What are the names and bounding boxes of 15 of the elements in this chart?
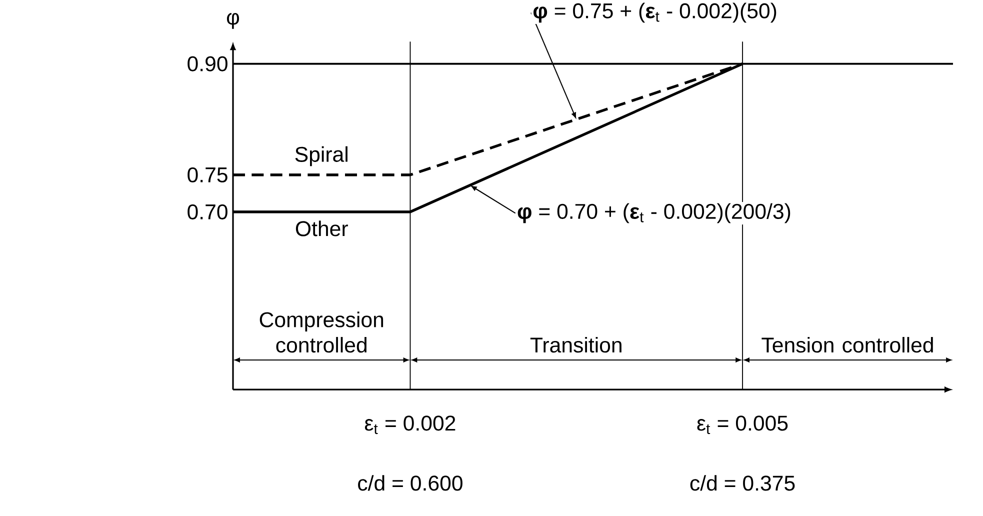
annotation: Compression controlled [260,312,384,353]
series-label: Spiral [295,146,348,166]
x-tick-label: ε$_{t}$ = 0.005 [697,416,788,434]
text: c/d = 0.375 [690,475,795,491]
y-axis-title: φ [226,12,240,29]
annotation: Transition [530,336,622,353]
annotation: Tension controlled [762,336,933,353]
y-tick-label: 0.70 [188,204,228,220]
annotation: φ = 0.75 + (ε$_{t}$ - 0.002)(50) [533,2,776,23]
x-tick-label: ε$_{t}$ = 0.002 [364,416,456,434]
text: c/d = 0.600 [358,475,462,491]
y-tick-label: 0.90 [188,56,228,72]
y-tick-label: 0.75 [188,167,228,182]
annotation: φ = 0.70 + (ε$_{t}$ - 0.002)(200/3) [518,203,790,224]
series-label: Other [296,220,348,236]
